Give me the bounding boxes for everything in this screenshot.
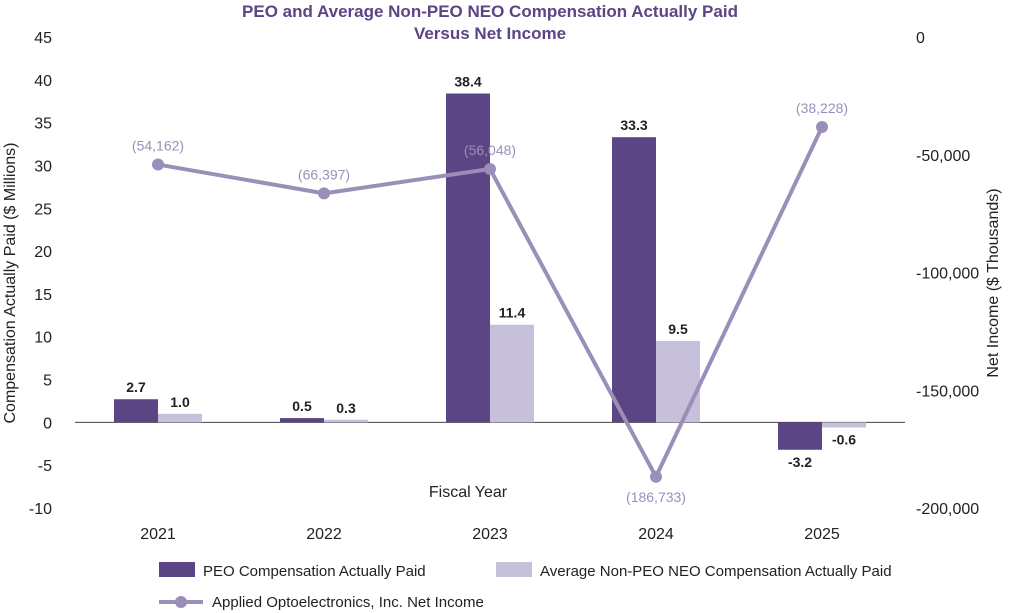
x-tick-label: 2022 — [306, 526, 342, 543]
y2-tick-label: -100,000 — [916, 266, 979, 283]
net-income-line: (54,162) (66,397) (56,048) (186,733) (38,228… — [132, 100, 848, 505]
y-tick-label: 20 — [34, 244, 52, 261]
data-label: 2.7 — [126, 379, 146, 395]
y-tick-label: 15 — [34, 287, 52, 304]
net-income-point — [318, 187, 330, 200]
y2-tick-label: -50,000 — [916, 148, 970, 165]
data-label: -3.2 — [788, 454, 812, 470]
y2-tick-label: 0 — [916, 30, 925, 47]
bar-peo — [280, 418, 324, 423]
chart-title-line-2: Versus Net Income — [414, 24, 566, 43]
bar-peo — [114, 399, 158, 423]
y-tick-label: -5 — [38, 458, 52, 475]
x-axis-label: Fiscal Year — [429, 484, 508, 501]
data-label: 38.4 — [454, 74, 481, 90]
legend-swatch-non-peo — [496, 562, 532, 577]
y-tick-label: 40 — [34, 73, 52, 90]
y2-tick-label: -150,000 — [916, 383, 979, 400]
bar-non-peo — [822, 422, 866, 428]
net-income-point — [816, 121, 828, 134]
chart-title-line-1: PEO and Average Non-PEO NEO Compensation… — [242, 2, 738, 21]
bar-peo — [612, 137, 656, 423]
legend-label-non-peo: Average Non-PEO NEO Compensation Actuall… — [540, 563, 892, 580]
bar-non-peo — [158, 413, 202, 423]
bar-non-peo — [490, 324, 534, 423]
data-label: 9.5 — [668, 321, 688, 337]
net-income-point — [650, 470, 662, 483]
legend-swatch-net-income-marker — [175, 596, 187, 608]
legend: PEO Compensation Actually Paid Average N… — [159, 562, 892, 611]
bar-non-peo — [656, 341, 700, 423]
y2-axis-label: Net Income ($ Thousands) — [985, 188, 1002, 377]
y-tick-label: 35 — [34, 116, 52, 133]
y-tick-label: -10 — [29, 501, 52, 518]
data-label: 33.3 — [620, 117, 647, 133]
net-income-point — [484, 162, 496, 175]
legend-label-net-income: Applied Optoelectronics, Inc. Net Income — [212, 594, 484, 611]
net-income-label: (38,228) — [796, 100, 848, 116]
net-income-label: (54,162) — [132, 138, 184, 154]
y-tick-label: 5 — [43, 373, 52, 390]
net-income-point — [152, 158, 164, 171]
net-income-label: (66,397) — [298, 166, 350, 182]
data-label: 11.4 — [499, 305, 526, 321]
bar-peo — [778, 422, 822, 450]
y-tick-label: 0 — [43, 415, 52, 432]
y-tick-label: 45 — [34, 30, 52, 47]
net-income-label: (56,048) — [464, 142, 516, 158]
bar-non-peo — [324, 419, 368, 423]
x-tick-label: 2021 — [140, 526, 176, 543]
data-label: -0.6 — [832, 432, 856, 448]
legend-label-peo: PEO Compensation Actually Paid — [203, 563, 426, 580]
bar-peo — [446, 93, 490, 423]
bars: 2.7 0.5 38.4 33.3 -3.2 1.0 0.3 11.4 9.5 -0.6 — [114, 74, 866, 470]
x-tick-label: 2023 — [472, 526, 508, 543]
y-tick-label: 10 — [34, 330, 52, 347]
y2-tick-label: -200,000 — [916, 501, 979, 518]
data-label: 1.0 — [170, 394, 190, 410]
y-axis-label: Compensation Actually Paid ($ Millions) — [2, 142, 19, 423]
y-tick-label: 30 — [34, 158, 52, 175]
x-tick-label: 2024 — [638, 526, 674, 543]
x-tick-label: 2025 — [804, 526, 840, 543]
net-income-label: (186,733) — [626, 489, 686, 505]
data-label: 0.3 — [336, 400, 356, 416]
legend-swatch-peo — [159, 562, 195, 577]
data-label: 0.5 — [292, 398, 312, 414]
y-tick-label: 25 — [34, 201, 52, 218]
